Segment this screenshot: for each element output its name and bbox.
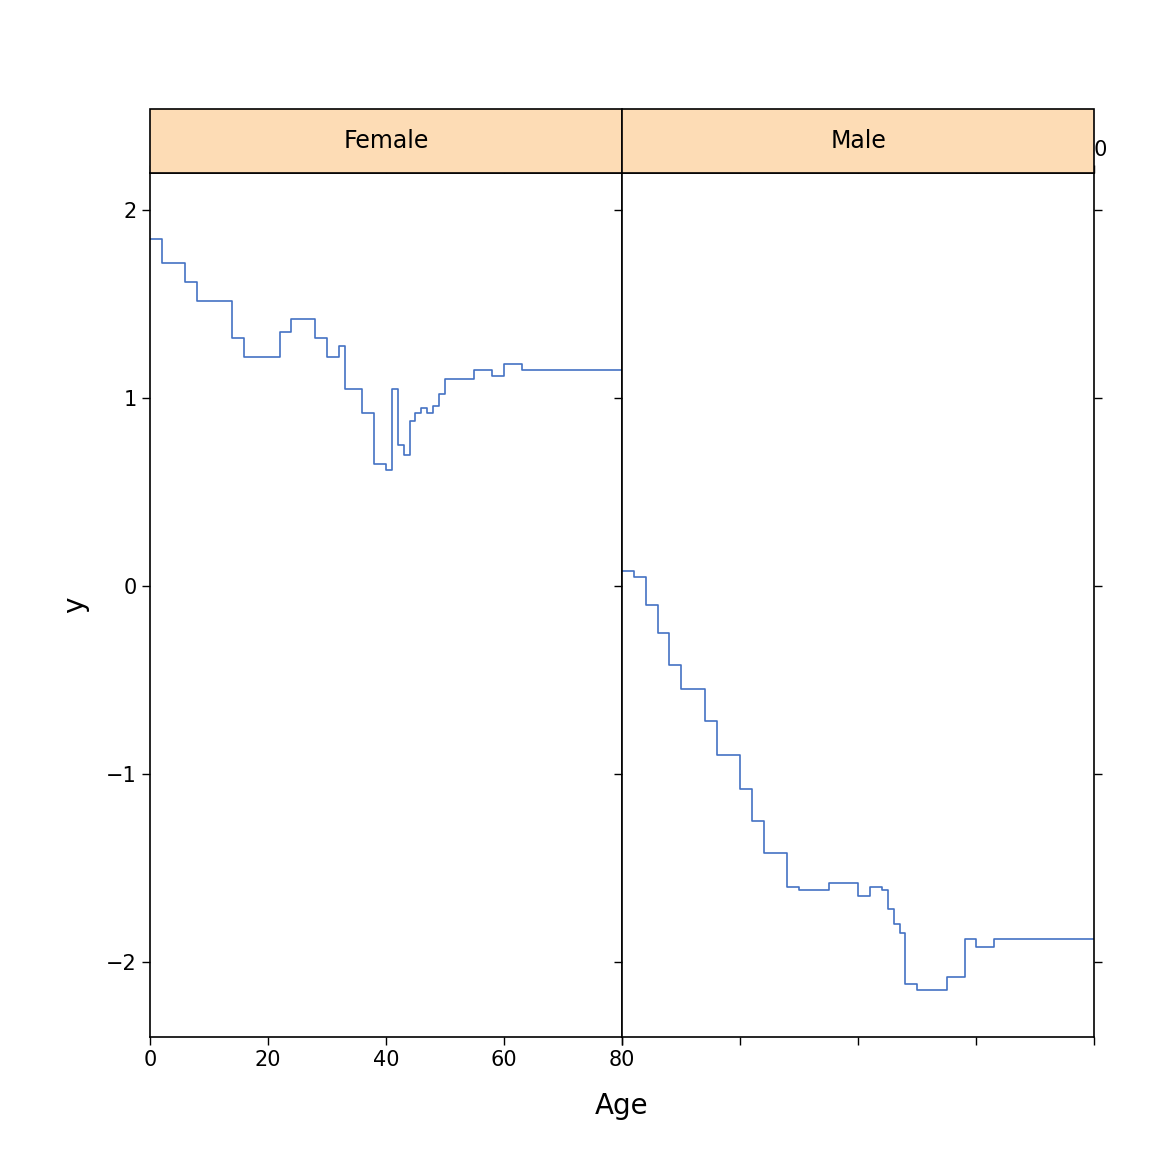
Text: Male: Male (831, 129, 886, 153)
Text: Female: Female (343, 129, 429, 153)
Y-axis label: y: y (61, 597, 89, 613)
Text: Age: Age (596, 1092, 649, 1120)
